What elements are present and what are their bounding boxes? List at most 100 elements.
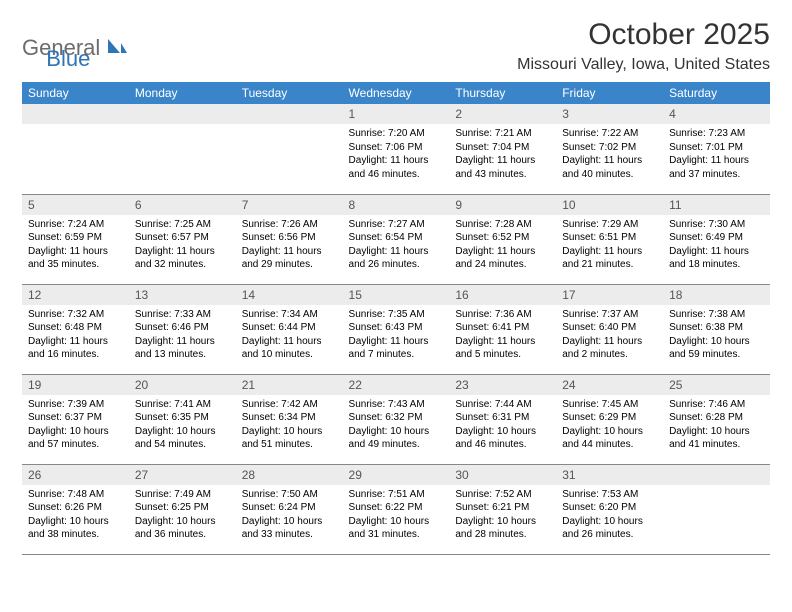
day-number: 9 bbox=[449, 195, 556, 215]
day-body: Sunrise: 7:36 AMSunset: 6:41 PMDaylight:… bbox=[449, 305, 556, 368]
day-body: Sunrise: 7:50 AMSunset: 6:24 PMDaylight:… bbox=[236, 485, 343, 548]
day-number: 4 bbox=[663, 104, 770, 124]
day-body: Sunrise: 7:42 AMSunset: 6:34 PMDaylight:… bbox=[236, 395, 343, 458]
calendar-day-cell: 12Sunrise: 7:32 AMSunset: 6:48 PMDayligh… bbox=[22, 284, 129, 374]
calendar-empty-cell bbox=[22, 104, 129, 194]
logo-sail-icon bbox=[106, 37, 128, 60]
calendar-day-cell: 6Sunrise: 7:25 AMSunset: 6:57 PMDaylight… bbox=[129, 194, 236, 284]
day-number: 18 bbox=[663, 285, 770, 305]
day-number: 10 bbox=[556, 195, 663, 215]
day-number: 17 bbox=[556, 285, 663, 305]
calendar-day-cell: 13Sunrise: 7:33 AMSunset: 6:46 PMDayligh… bbox=[129, 284, 236, 374]
calendar-day-cell: 2Sunrise: 7:21 AMSunset: 7:04 PMDaylight… bbox=[449, 104, 556, 194]
day-number: 11 bbox=[663, 195, 770, 215]
day-number-empty bbox=[663, 465, 770, 485]
calendar-day-cell: 3Sunrise: 7:22 AMSunset: 7:02 PMDaylight… bbox=[556, 104, 663, 194]
calendar-day-cell: 28Sunrise: 7:50 AMSunset: 6:24 PMDayligh… bbox=[236, 464, 343, 554]
logo: General Blue bbox=[22, 18, 90, 72]
calendar-day-cell: 25Sunrise: 7:46 AMSunset: 6:28 PMDayligh… bbox=[663, 374, 770, 464]
day-number: 19 bbox=[22, 375, 129, 395]
day-body: Sunrise: 7:43 AMSunset: 6:32 PMDaylight:… bbox=[343, 395, 450, 458]
calendar-day-cell: 9Sunrise: 7:28 AMSunset: 6:52 PMDaylight… bbox=[449, 194, 556, 284]
day-number: 16 bbox=[449, 285, 556, 305]
day-body: Sunrise: 7:33 AMSunset: 6:46 PMDaylight:… bbox=[129, 305, 236, 368]
calendar-day-cell: 16Sunrise: 7:36 AMSunset: 6:41 PMDayligh… bbox=[449, 284, 556, 374]
day-body: Sunrise: 7:51 AMSunset: 6:22 PMDaylight:… bbox=[343, 485, 450, 548]
day-number: 30 bbox=[449, 465, 556, 485]
day-body: Sunrise: 7:22 AMSunset: 7:02 PMDaylight:… bbox=[556, 124, 663, 187]
calendar-empty-cell bbox=[663, 464, 770, 554]
calendar-day-cell: 30Sunrise: 7:52 AMSunset: 6:21 PMDayligh… bbox=[449, 464, 556, 554]
day-number: 14 bbox=[236, 285, 343, 305]
calendar-day-cell: 22Sunrise: 7:43 AMSunset: 6:32 PMDayligh… bbox=[343, 374, 450, 464]
day-number: 23 bbox=[449, 375, 556, 395]
calendar-day-cell: 29Sunrise: 7:51 AMSunset: 6:22 PMDayligh… bbox=[343, 464, 450, 554]
day-body: Sunrise: 7:25 AMSunset: 6:57 PMDaylight:… bbox=[129, 215, 236, 278]
day-body: Sunrise: 7:44 AMSunset: 6:31 PMDaylight:… bbox=[449, 395, 556, 458]
calendar-week-row: 5Sunrise: 7:24 AMSunset: 6:59 PMDaylight… bbox=[22, 194, 770, 284]
location: Missouri Valley, Iowa, United States bbox=[517, 56, 770, 74]
day-body: Sunrise: 7:30 AMSunset: 6:49 PMDaylight:… bbox=[663, 215, 770, 278]
day-number: 31 bbox=[556, 465, 663, 485]
page-title: October 2025 bbox=[517, 18, 770, 52]
calendar-week-row: 19Sunrise: 7:39 AMSunset: 6:37 PMDayligh… bbox=[22, 374, 770, 464]
calendar-day-cell: 15Sunrise: 7:35 AMSunset: 6:43 PMDayligh… bbox=[343, 284, 450, 374]
calendar-day-cell: 11Sunrise: 7:30 AMSunset: 6:49 PMDayligh… bbox=[663, 194, 770, 284]
calendar-day-cell: 19Sunrise: 7:39 AMSunset: 6:37 PMDayligh… bbox=[22, 374, 129, 464]
calendar-head-tuesday: Tuesday bbox=[236, 82, 343, 104]
calendar-day-cell: 18Sunrise: 7:38 AMSunset: 6:38 PMDayligh… bbox=[663, 284, 770, 374]
day-number: 20 bbox=[129, 375, 236, 395]
calendar-table: SundayMondayTuesdayWednesdayThursdayFrid… bbox=[22, 82, 770, 555]
day-body: Sunrise: 7:23 AMSunset: 7:01 PMDaylight:… bbox=[663, 124, 770, 187]
day-body: Sunrise: 7:53 AMSunset: 6:20 PMDaylight:… bbox=[556, 485, 663, 548]
day-body: Sunrise: 7:26 AMSunset: 6:56 PMDaylight:… bbox=[236, 215, 343, 278]
calendar-head-sunday: Sunday bbox=[22, 82, 129, 104]
calendar-day-cell: 27Sunrise: 7:49 AMSunset: 6:25 PMDayligh… bbox=[129, 464, 236, 554]
calendar-day-cell: 24Sunrise: 7:45 AMSunset: 6:29 PMDayligh… bbox=[556, 374, 663, 464]
calendar-day-cell: 7Sunrise: 7:26 AMSunset: 6:56 PMDaylight… bbox=[236, 194, 343, 284]
calendar-head-monday: Monday bbox=[129, 82, 236, 104]
calendar-head-wednesday: Wednesday bbox=[343, 82, 450, 104]
day-number: 21 bbox=[236, 375, 343, 395]
calendar-day-cell: 20Sunrise: 7:41 AMSunset: 6:35 PMDayligh… bbox=[129, 374, 236, 464]
calendar-body: 1Sunrise: 7:20 AMSunset: 7:06 PMDaylight… bbox=[22, 104, 770, 554]
day-body: Sunrise: 7:27 AMSunset: 6:54 PMDaylight:… bbox=[343, 215, 450, 278]
day-number: 1 bbox=[343, 104, 450, 124]
day-body: Sunrise: 7:21 AMSunset: 7:04 PMDaylight:… bbox=[449, 124, 556, 187]
calendar-day-cell: 14Sunrise: 7:34 AMSunset: 6:44 PMDayligh… bbox=[236, 284, 343, 374]
day-number: 26 bbox=[22, 465, 129, 485]
calendar-day-cell: 4Sunrise: 7:23 AMSunset: 7:01 PMDaylight… bbox=[663, 104, 770, 194]
day-number-empty bbox=[236, 104, 343, 124]
calendar-head-friday: Friday bbox=[556, 82, 663, 104]
day-body: Sunrise: 7:48 AMSunset: 6:26 PMDaylight:… bbox=[22, 485, 129, 548]
logo-text-blue: Blue bbox=[46, 46, 90, 72]
day-body: Sunrise: 7:41 AMSunset: 6:35 PMDaylight:… bbox=[129, 395, 236, 458]
day-number: 25 bbox=[663, 375, 770, 395]
calendar-day-cell: 21Sunrise: 7:42 AMSunset: 6:34 PMDayligh… bbox=[236, 374, 343, 464]
day-number: 22 bbox=[343, 375, 450, 395]
calendar-empty-cell bbox=[129, 104, 236, 194]
calendar-head-saturday: Saturday bbox=[663, 82, 770, 104]
calendar-day-cell: 8Sunrise: 7:27 AMSunset: 6:54 PMDaylight… bbox=[343, 194, 450, 284]
day-body: Sunrise: 7:28 AMSunset: 6:52 PMDaylight:… bbox=[449, 215, 556, 278]
title-block: October 2025 Missouri Valley, Iowa, Unit… bbox=[517, 18, 770, 74]
day-body: Sunrise: 7:46 AMSunset: 6:28 PMDaylight:… bbox=[663, 395, 770, 458]
day-body: Sunrise: 7:38 AMSunset: 6:38 PMDaylight:… bbox=[663, 305, 770, 368]
calendar-day-cell: 10Sunrise: 7:29 AMSunset: 6:51 PMDayligh… bbox=[556, 194, 663, 284]
calendar-week-row: 1Sunrise: 7:20 AMSunset: 7:06 PMDaylight… bbox=[22, 104, 770, 194]
calendar-head-row: SundayMondayTuesdayWednesdayThursdayFrid… bbox=[22, 82, 770, 104]
day-number-empty bbox=[129, 104, 236, 124]
day-number: 24 bbox=[556, 375, 663, 395]
calendar-day-cell: 31Sunrise: 7:53 AMSunset: 6:20 PMDayligh… bbox=[556, 464, 663, 554]
calendar-day-cell: 1Sunrise: 7:20 AMSunset: 7:06 PMDaylight… bbox=[343, 104, 450, 194]
day-number: 12 bbox=[22, 285, 129, 305]
calendar-day-cell: 5Sunrise: 7:24 AMSunset: 6:59 PMDaylight… bbox=[22, 194, 129, 284]
day-body: Sunrise: 7:24 AMSunset: 6:59 PMDaylight:… bbox=[22, 215, 129, 278]
day-body: Sunrise: 7:32 AMSunset: 6:48 PMDaylight:… bbox=[22, 305, 129, 368]
day-number: 7 bbox=[236, 195, 343, 215]
calendar-day-cell: 17Sunrise: 7:37 AMSunset: 6:40 PMDayligh… bbox=[556, 284, 663, 374]
day-number: 8 bbox=[343, 195, 450, 215]
header: General Blue October 2025 Missouri Valle… bbox=[22, 18, 770, 74]
day-number: 15 bbox=[343, 285, 450, 305]
day-body: Sunrise: 7:20 AMSunset: 7:06 PMDaylight:… bbox=[343, 124, 450, 187]
